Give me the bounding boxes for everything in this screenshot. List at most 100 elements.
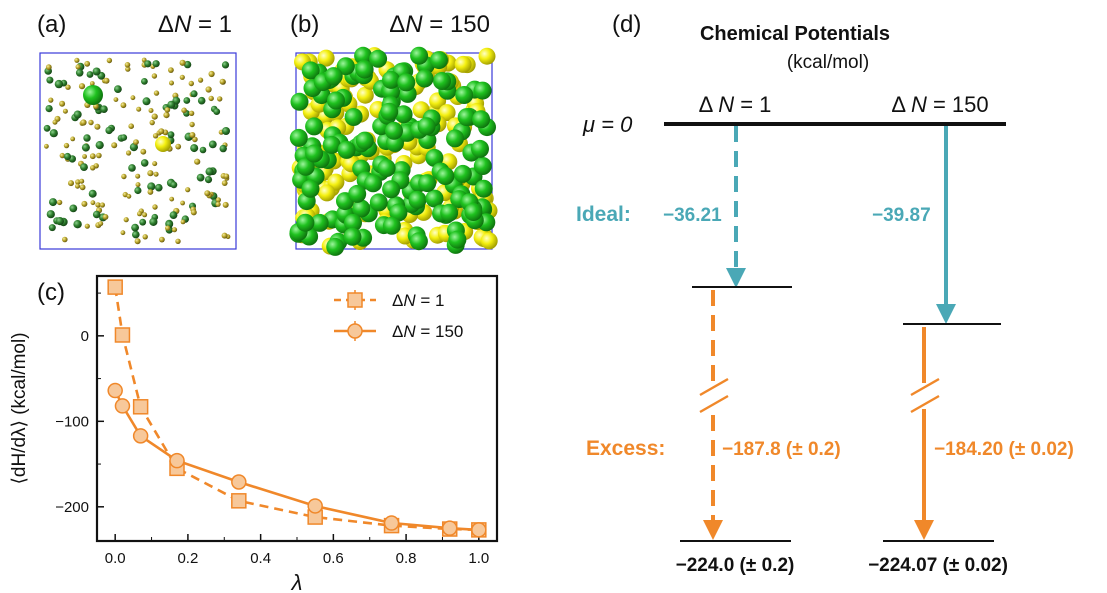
atom-green [389, 203, 408, 222]
panel-b-title: ΔN = 150 [389, 11, 490, 38]
atom-dark-green [129, 143, 138, 152]
atom-olive [59, 152, 65, 159]
atom-green [472, 110, 491, 129]
atom-dark-green [219, 144, 227, 153]
atom-dark-green [183, 97, 191, 104]
atom-green [433, 72, 451, 90]
atom-olive [106, 57, 113, 64]
atom-dark-green [54, 79, 64, 89]
atom-olive [62, 108, 68, 114]
atom-dark-green [142, 97, 151, 106]
atom-green [464, 203, 483, 221]
x-tick-label: 0.2 [177, 550, 198, 567]
atom-olive [82, 154, 87, 159]
atom-olive [171, 227, 178, 233]
atom-dark-green [139, 218, 147, 226]
atom-olive [217, 96, 223, 102]
legend-entry-2: ΔN = 150 [392, 322, 463, 341]
data-point-square [107, 279, 123, 295]
atom-green [355, 131, 374, 150]
atom-green [471, 139, 489, 158]
atom-olive [113, 97, 119, 102]
atom-dark-green [120, 134, 128, 141]
atom-yellow [317, 49, 335, 67]
atom-olive [140, 148, 147, 155]
atom-olive [75, 64, 81, 70]
atom-olive [179, 74, 185, 80]
atom-olive [44, 143, 49, 149]
atom-green [418, 174, 437, 193]
atom-olive [188, 80, 194, 87]
atom-dark-green [73, 220, 82, 229]
atom-dark-green [144, 60, 152, 68]
atom-olive [45, 64, 52, 71]
atom-green [394, 105, 413, 124]
atom-dark-green [204, 176, 213, 184]
atom-dark-green [49, 198, 57, 207]
atom-green [326, 237, 345, 256]
atom-olive [194, 158, 201, 165]
atom-green [382, 70, 400, 89]
excess-value-2: −184.20 (± 0.02) [934, 439, 1074, 460]
column-header-2: Δ N = 150 [891, 92, 988, 117]
atom-yellow [356, 86, 374, 104]
atom-dark-green [95, 141, 104, 150]
data-point-circle [114, 398, 131, 414]
atom-olive [98, 221, 104, 227]
y-axis-label: ⟨dH/dλ⟩ (kcal/mol) [9, 332, 30, 484]
atom-dark-green [199, 146, 207, 154]
atom-olive [221, 180, 228, 187]
atom-olive [88, 119, 94, 126]
atom-olive [124, 62, 131, 68]
atom-green [436, 167, 455, 186]
atom-olive [149, 119, 155, 126]
atom-olive [89, 153, 96, 160]
atom-olive [151, 113, 158, 120]
atom-green [352, 199, 371, 218]
legend: ΔN = 1 ΔN = 150 [334, 290, 463, 341]
atom-olive [185, 187, 191, 193]
y-tick-label: 0 [81, 328, 89, 345]
atom-green [408, 190, 427, 209]
zero-level-label: μ = 0 [582, 112, 633, 137]
atom-dark-green [169, 211, 178, 220]
atom-green [417, 117, 436, 136]
axis-break-2 [910, 377, 940, 414]
atom-dark-green [222, 127, 230, 135]
atom-olive [159, 236, 165, 243]
atom-olive [137, 211, 142, 217]
atom-green [296, 213, 315, 232]
atom-olive [163, 112, 170, 119]
atom-olive [125, 66, 131, 72]
atom-dark-green [88, 189, 97, 198]
atom-olive [169, 196, 175, 202]
atom-dark-green [167, 100, 176, 109]
atom-olive [59, 100, 66, 107]
panel-b: (b) ΔN = 150 [289, 11, 498, 256]
atom-dark-green [141, 78, 148, 85]
atom-dark-green [140, 159, 149, 167]
panel-b-label: (b) [290, 11, 319, 38]
atom-green [440, 203, 459, 222]
atom-dark-green [190, 90, 198, 98]
atom-dark-green [86, 71, 94, 78]
atom-olive [68, 180, 74, 187]
atom-dark-green [46, 76, 54, 84]
atom-green [473, 81, 492, 100]
panel-d-label: (d) [612, 11, 641, 38]
atom-olive [94, 123, 101, 130]
atom-olive [219, 78, 226, 85]
atom-olive [90, 165, 96, 171]
atom-dark-green [147, 182, 156, 191]
atom-olive [103, 77, 110, 84]
atom-olive [121, 173, 127, 180]
atom-dark-green [221, 61, 230, 69]
atom-dark-green [48, 224, 56, 232]
atom-dark-green [81, 143, 90, 152]
atom-green [354, 46, 373, 65]
atom-olive [175, 238, 181, 244]
atom-yellow [318, 184, 336, 202]
atom-green [337, 140, 356, 159]
atom-olive [63, 142, 70, 149]
atom-green [425, 148, 444, 167]
